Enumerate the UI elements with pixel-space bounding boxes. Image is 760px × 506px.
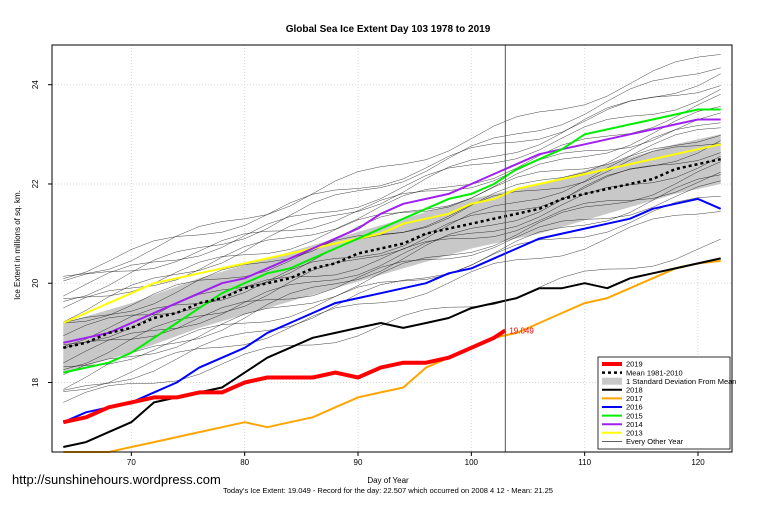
legend-label: Mean 1981-2010 <box>626 368 683 377</box>
other-year-line <box>63 135 721 370</box>
series-line-2016 <box>62 197 722 424</box>
footer-stats: Today's Ice Extent: 19.049 - Record for … <box>223 486 553 495</box>
plot-frame <box>51 44 733 453</box>
x-tick-label: 100 <box>465 458 479 467</box>
other-year-line <box>63 238 721 403</box>
legend-label: 2018 <box>626 386 643 395</box>
y-tick-label: 18 <box>31 378 40 387</box>
other-year-line <box>63 127 721 300</box>
other-year-line <box>63 54 721 277</box>
series-line-2019 <box>62 328 507 425</box>
y-axis-label: Ice Extent in millions of sq. km. <box>13 190 22 300</box>
x-tick-label: 80 <box>240 458 249 467</box>
axes: 70 80 90 100 110 120 18 20 22 24 <box>31 80 705 467</box>
series-line-2013 <box>62 143 721 324</box>
legend-label: 2015 <box>626 411 643 420</box>
x-tick-label: 70 <box>127 458 136 467</box>
other-year-line <box>63 73 721 323</box>
other-year-line <box>63 174 721 391</box>
other-year-line <box>63 89 721 297</box>
watermark-url: http://sunshinehours.wordpress.com <box>12 472 221 487</box>
series-line-2017 <box>63 259 721 453</box>
x-tick-label: 120 <box>691 458 705 467</box>
y-tick-label: 20 <box>31 278 40 287</box>
y-tick-label: 22 <box>31 179 40 188</box>
series-line-2014 <box>63 118 721 344</box>
other-year-line <box>63 112 721 282</box>
x-tick-label: 110 <box>578 458 591 467</box>
x-axis-label: Day of Year <box>367 476 409 485</box>
x-tick-label: 90 <box>354 458 363 467</box>
other-year-line <box>63 180 721 349</box>
series-line-mean-1981-2010 <box>63 157 721 350</box>
other-year-line <box>63 161 721 376</box>
other-year-line <box>63 140 721 390</box>
std-band <box>63 134 721 373</box>
series-lines <box>62 108 722 453</box>
other-year-line <box>63 93 721 309</box>
other-year-line <box>63 143 721 324</box>
std-band-area <box>63 134 721 373</box>
legend-swatch-band <box>602 377 622 385</box>
legend-label: 2014 <box>626 420 643 429</box>
chart-title: Global Sea Ice Extent Day 103 1978 to 20… <box>286 24 491 35</box>
other-year-line <box>63 106 721 323</box>
other-year-line <box>63 196 721 368</box>
series-line-2015 <box>63 108 721 374</box>
other-year-line <box>63 211 721 392</box>
legend-label: 2016 <box>626 403 643 412</box>
y-tick-label: 24 <box>31 80 40 89</box>
legend-label: 2017 <box>626 394 643 403</box>
current-value-label: 19.049 <box>509 326 534 335</box>
legend-label: 1 Standard Deviation From Mean <box>626 377 736 386</box>
other-year-line <box>63 85 721 279</box>
legend-label: 2013 <box>626 429 643 438</box>
other-year-line <box>63 155 721 364</box>
other-year-line <box>63 67 721 302</box>
legend-label: Every Other Year <box>626 437 684 446</box>
legend-label: 2019 <box>626 360 643 369</box>
